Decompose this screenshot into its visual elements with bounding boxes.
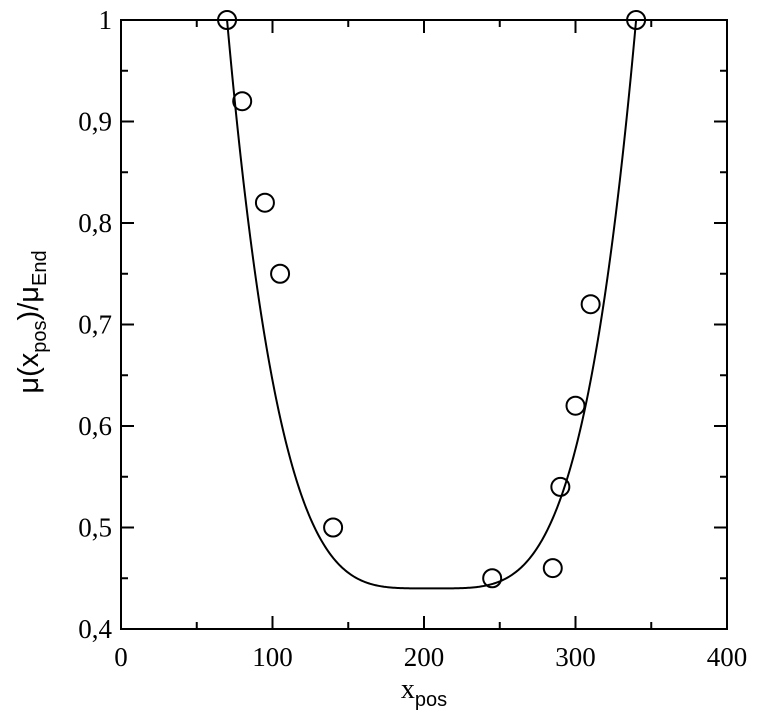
data-point — [254, 192, 275, 213]
y-tick-label: 0,7 — [78, 310, 112, 340]
y-tick-label: 0,6 — [78, 411, 112, 441]
data-point — [232, 91, 253, 112]
y-tick-label: 0,4 — [78, 614, 112, 644]
x-tick-label: 100 — [252, 642, 293, 672]
y-tick-label: 1 — [99, 5, 113, 35]
x-tick-label: 200 — [404, 642, 445, 672]
data-point — [323, 517, 344, 538]
y-tick-label: 0,9 — [78, 107, 112, 137]
x-tick-label: 300 — [555, 642, 596, 672]
x-tick-label: 400 — [707, 642, 748, 672]
data-point — [217, 10, 238, 30]
data-point — [580, 294, 601, 315]
x-axis-label: xpos — [401, 674, 447, 711]
data-point — [550, 476, 571, 497]
axis-ticks — [120, 19, 728, 630]
data-point — [270, 263, 291, 284]
y-tick-label: 0,8 — [78, 208, 112, 238]
plot-frame — [120, 19, 728, 630]
data-point — [542, 558, 563, 579]
y-tick-label: 0,5 — [78, 513, 112, 543]
x-tick-label: 0 — [114, 642, 128, 672]
data-point — [626, 10, 647, 30]
data-point — [565, 395, 586, 416]
fit-curve — [226, 19, 638, 590]
data-point — [482, 568, 503, 589]
tick-labels: 0 100 200 300 400 0,4 0,5 0,6 0,7 0,8 0,9 1 — [78, 5, 747, 672]
y-axis-label: μ(xpos)/μEnd — [13, 250, 51, 393]
data-points — [217, 10, 647, 589]
